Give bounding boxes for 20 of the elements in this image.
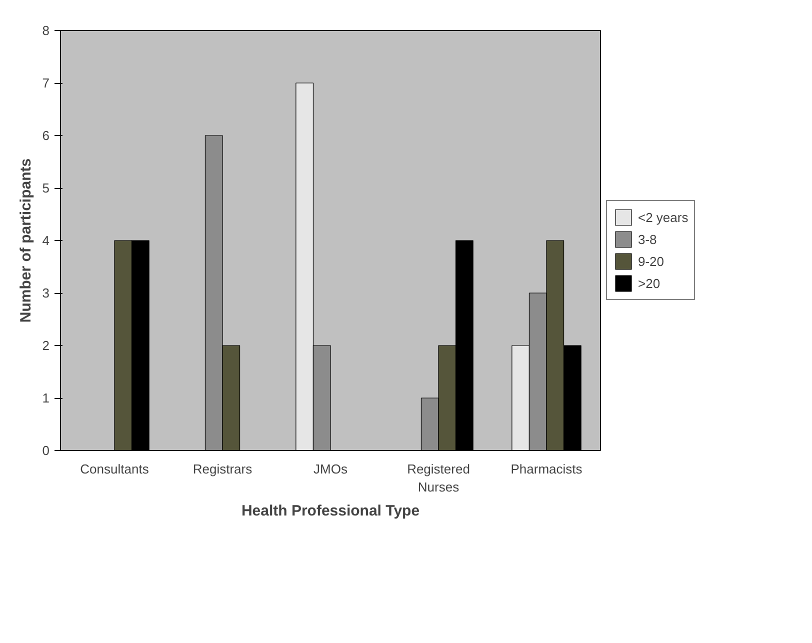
legend-label: 9-20 bbox=[638, 254, 664, 268]
legend-label: >20 bbox=[638, 276, 660, 290]
y-tick-label: 2 bbox=[42, 338, 50, 353]
y-tick-label: 8 bbox=[42, 23, 50, 38]
x-tick-label: JMOs bbox=[314, 462, 348, 476]
y-tick-label: 5 bbox=[42, 180, 50, 196]
x-tick-label: Consultants bbox=[80, 462, 150, 476]
x-axis-title: Health Professional Type bbox=[241, 502, 420, 520]
y-tick-label: 4 bbox=[42, 233, 50, 248]
legend-label: 3-8 bbox=[638, 232, 658, 246]
x-tick-label: Pharmacists bbox=[510, 462, 583, 476]
legend-label: <2 years bbox=[638, 210, 688, 224]
y-axis-title: Number of participants bbox=[17, 158, 34, 323]
y-tick-label: 7 bbox=[42, 76, 50, 90]
x-tick-label: Registrars bbox=[192, 462, 253, 476]
y-tick-label: 0 bbox=[42, 443, 50, 458]
x-tick-label: Registered Nurses bbox=[407, 462, 470, 494]
y-tick-label: 6 bbox=[42, 128, 50, 143]
y-tick-label: 3 bbox=[42, 286, 50, 300]
y-tick-label: 1 bbox=[42, 390, 50, 406]
